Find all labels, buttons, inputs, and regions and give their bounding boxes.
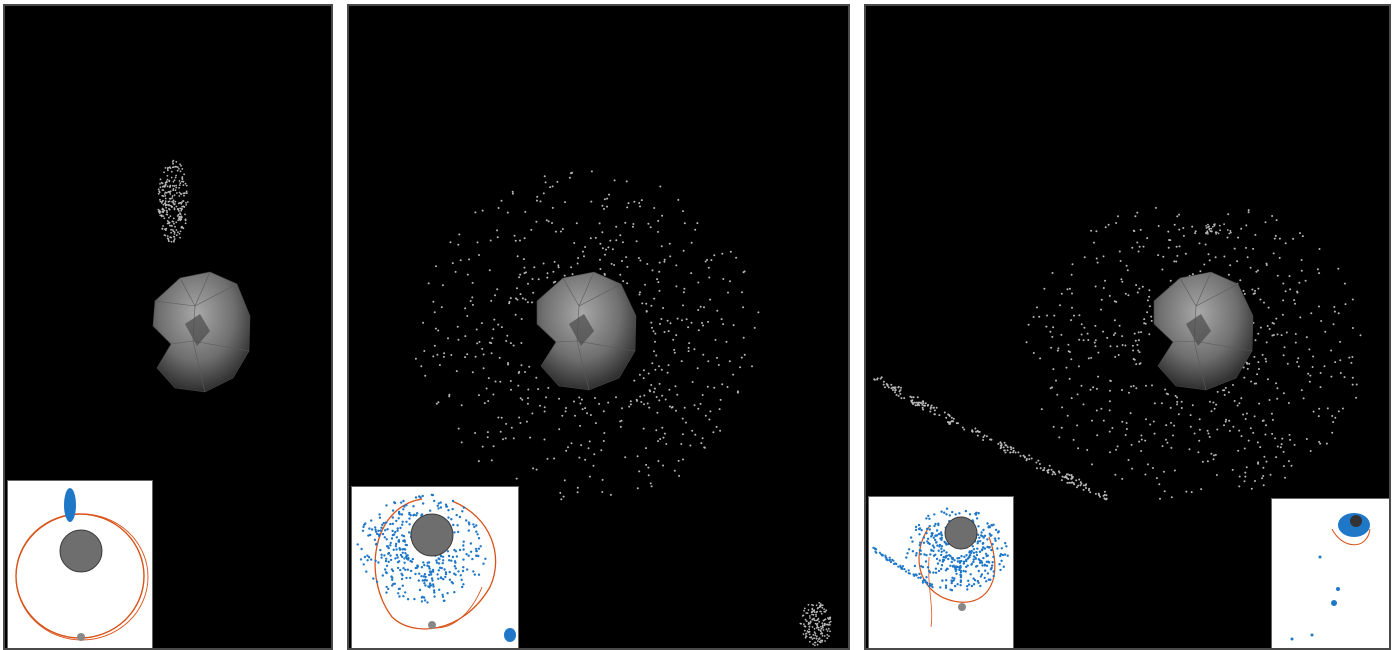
simulation-panel-3 [864,4,1391,650]
panel-2-scene [414,170,832,647]
inset-particle-cluster [64,488,76,522]
inset-plot-1 [7,480,153,648]
panel-1-scene [152,159,251,393]
panel-3-scene [873,206,1362,501]
inset-plot-2 [351,486,519,648]
inset-asteroid [944,516,978,550]
inset-plot-3a [868,496,1014,648]
inset-asteroid [410,513,454,557]
rubble-cluster [157,159,189,243]
debris-spiral [873,206,1362,501]
inset-asteroid [1350,515,1362,527]
asteroid-body [1153,271,1254,391]
asteroid-body [152,271,251,393]
inset-plot-3b [1271,498,1389,648]
small-rubble-pile [799,601,832,647]
simulation-panel-1 [3,4,333,650]
simulation-panel-2 [347,4,850,650]
inset-asteroid [59,529,103,573]
debris-ring [414,170,760,501]
asteroid-body [536,271,637,391]
